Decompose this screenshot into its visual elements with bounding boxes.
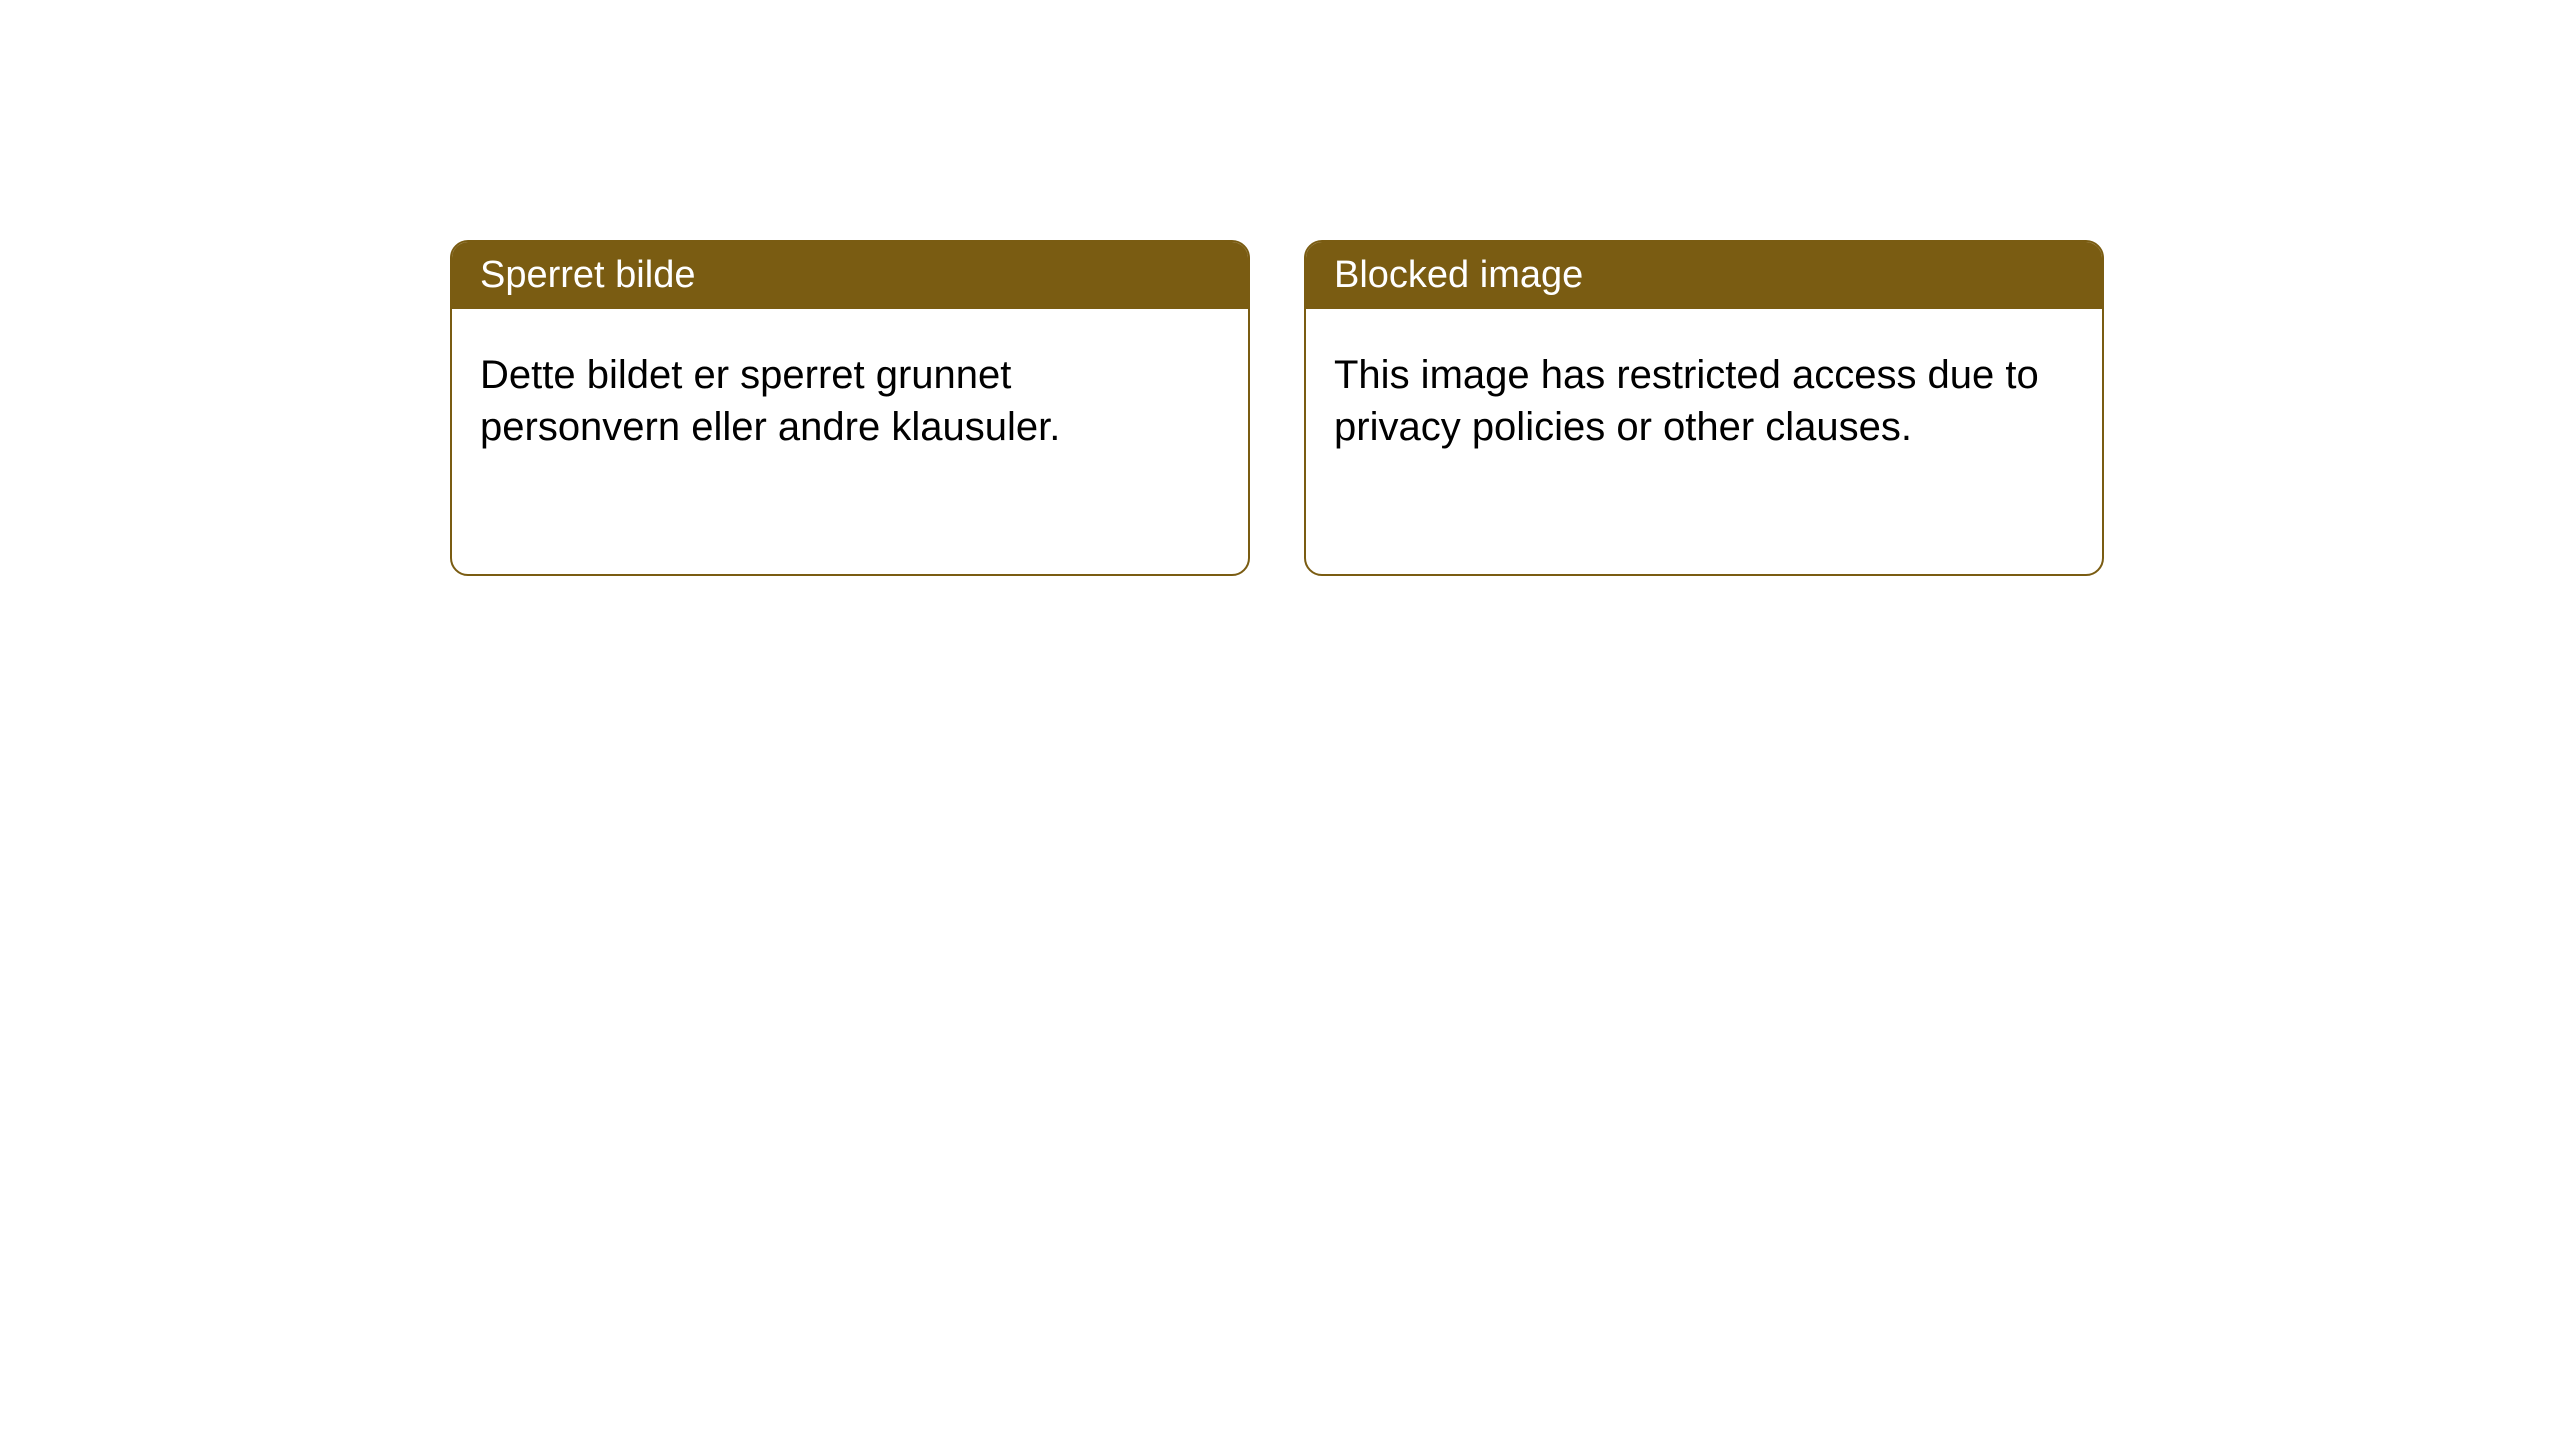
card-header: Blocked image (1306, 242, 2102, 309)
card-body-text: Dette bildet er sperret grunnet personve… (480, 353, 1060, 449)
card-body: This image has restricted access due to … (1306, 309, 2102, 481)
card-body-text: This image has restricted access due to … (1334, 353, 2039, 449)
card-body: Dette bildet er sperret grunnet personve… (452, 309, 1248, 481)
card-header: Sperret bilde (452, 242, 1248, 309)
card-header-text: Sperret bilde (480, 254, 695, 296)
blocked-image-card-english: Blocked image This image has restricted … (1304, 240, 2104, 576)
blocked-image-card-norwegian: Sperret bilde Dette bildet er sperret gr… (450, 240, 1250, 576)
blocked-image-cards-container: Sperret bilde Dette bildet er sperret gr… (450, 240, 2104, 576)
card-header-text: Blocked image (1334, 254, 1583, 296)
